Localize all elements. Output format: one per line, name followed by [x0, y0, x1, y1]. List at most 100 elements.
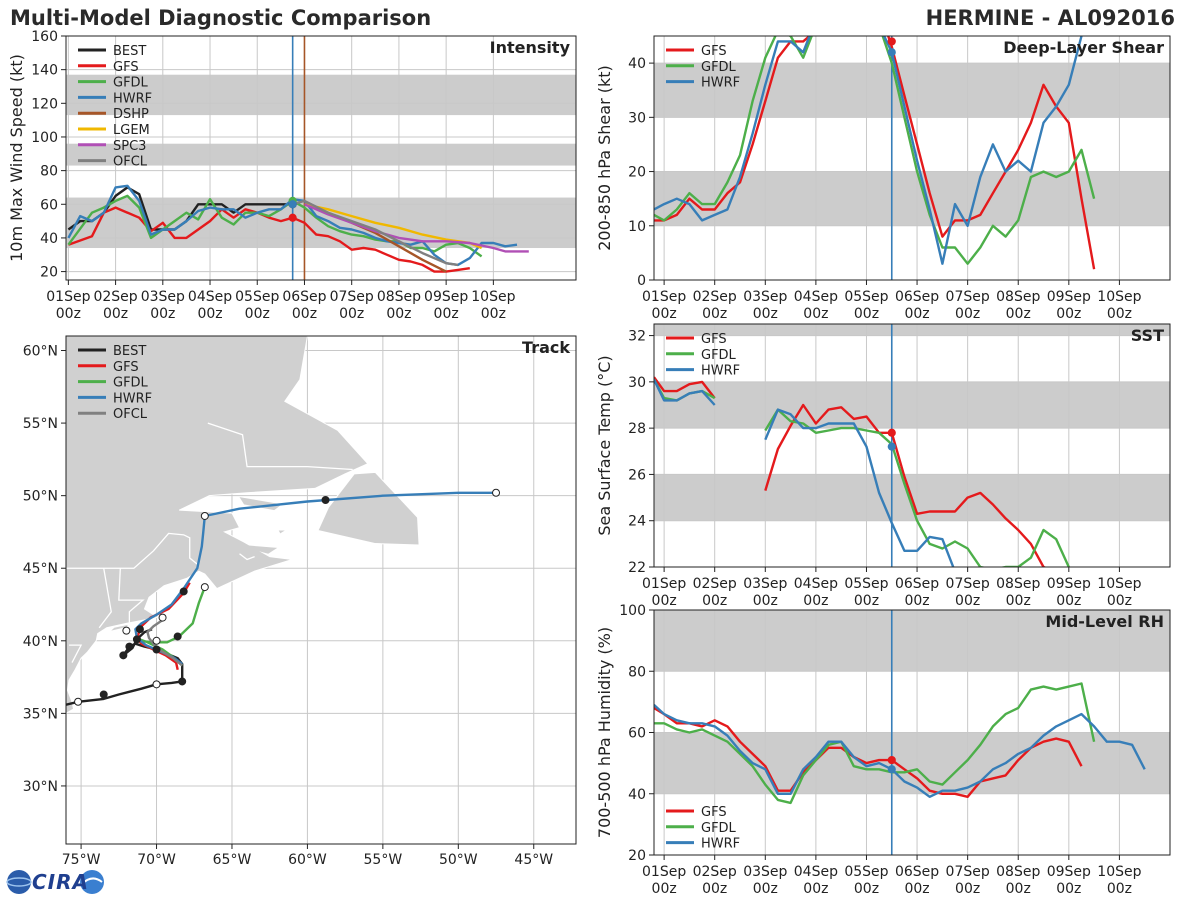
ytick-label: 80	[628, 664, 646, 680]
series-line-ofcl	[292, 199, 459, 267]
border-line	[69, 644, 83, 663]
xtick-label: 00z	[702, 593, 727, 609]
xtick-label: 00z	[339, 306, 364, 322]
ytick-label: 40°N	[23, 634, 58, 650]
band	[654, 381, 1170, 429]
legend-label-dshp: DSHP	[113, 107, 149, 122]
xtick-label: 00z	[1006, 593, 1031, 609]
ytick-label: 24	[628, 514, 646, 530]
marker-hwrf	[887, 442, 896, 451]
marker-best	[74, 697, 83, 706]
xtick-label: 02Sep	[693, 289, 737, 305]
xtick-label: 04Sep	[794, 576, 838, 592]
series-line-hwrf	[764, 408, 955, 567]
marker-best	[179, 587, 188, 596]
ytick-label: 40	[40, 231, 58, 247]
logo-text: CIRA	[32, 870, 89, 894]
xtick-label: 75°W	[62, 852, 101, 868]
legend-label-spc3: SPC3	[113, 139, 146, 154]
ytick-label: 160	[31, 29, 58, 45]
legend-label-gfs: GFS	[701, 805, 727, 820]
plot-area	[654, 324, 1170, 567]
figure-title: Multi-Model Diagnostic Comparison	[10, 6, 432, 30]
marker-best	[119, 651, 128, 660]
xtick-label: 00z	[854, 593, 879, 609]
legend-label-hwrf: HWRF	[701, 837, 740, 852]
band	[654, 610, 1170, 672]
xtick-label: 55°W	[364, 852, 403, 868]
xtick-label: 00z	[1107, 306, 1132, 322]
series-line-gfs	[654, 706, 1083, 798]
marker-best	[173, 632, 182, 641]
legend-label-ofcl: OFCL	[113, 155, 148, 170]
xtick-label: 00z	[803, 593, 828, 609]
marker-gfs	[288, 213, 297, 222]
xtick-label: 08Sep	[996, 576, 1040, 592]
xtick-label: 08Sep	[996, 289, 1040, 305]
panel-title: Mid-Level RH	[1045, 612, 1164, 631]
xtick-label: 00z	[803, 881, 828, 897]
ytick-label: 28	[628, 421, 646, 437]
xtick-label: 00z	[854, 881, 879, 897]
anticosti	[239, 497, 282, 511]
band	[66, 197, 576, 249]
xtick-label: 06Sep	[895, 576, 939, 592]
series-line-gfdl	[654, 682, 1096, 805]
ytick-label: 35°N	[23, 706, 58, 722]
marker-hwrf	[200, 511, 209, 520]
xtick-label: 09Sep	[424, 289, 468, 305]
series-line-hwrf	[654, 378, 716, 406]
xtick-label: 00z	[904, 306, 929, 322]
storm-title: HERMINE - AL092016	[925, 6, 1175, 30]
xtick-label: 65°W	[213, 852, 252, 868]
xtick-label: 00z	[702, 306, 727, 322]
ytick-label: 50°N	[23, 489, 58, 505]
xtick-label: 00z	[56, 306, 81, 322]
ytick-label: 100	[31, 130, 58, 146]
series-line-gfdl	[654, 36, 1096, 265]
xtick-label: 03Sep	[743, 576, 787, 592]
legend-label-ofcl: OFCL	[113, 407, 148, 422]
xtick-label: 02Sep	[693, 864, 737, 880]
legend-label-gfdl: GFDL	[701, 348, 737, 363]
series-line-spc3	[304, 203, 529, 253]
series-line-ofcl	[146, 618, 183, 667]
ytick-label: 45°N	[23, 561, 58, 577]
xtick-label: 10Sep	[1097, 576, 1141, 592]
marker-gfs	[887, 428, 896, 437]
marker-hwrf	[887, 765, 896, 774]
xtick-label: 08Sep	[996, 864, 1040, 880]
xtick-label: 00z	[1056, 306, 1081, 322]
xtick-label: 00z	[753, 306, 778, 322]
legend-label-gfs: GFS	[701, 332, 727, 347]
xtick-label: 50°W	[439, 852, 478, 868]
legend-label-gfdl: GFDL	[113, 376, 149, 391]
panel-title: Deep-Layer Shear	[1003, 38, 1164, 57]
ytick-label: 20	[628, 848, 646, 864]
xtick-label: 00z	[955, 306, 980, 322]
series-line-gfs	[654, 376, 716, 399]
marker-gfdl	[200, 583, 209, 592]
xtick-label: 07Sep	[946, 289, 990, 305]
xtick-label: 00z	[103, 306, 128, 322]
xtick-label: 06Sep	[282, 289, 326, 305]
plot-area	[654, 610, 1170, 855]
panel-title: SST	[1131, 326, 1164, 345]
marker-best	[132, 635, 141, 644]
series-line-hwrf	[654, 36, 1084, 265]
series-line-hwrf	[654, 704, 1146, 798]
xtick-label: 09Sep	[1047, 289, 1091, 305]
series-line-gfs	[67, 206, 470, 273]
xtick-label: 00z	[1006, 881, 1031, 897]
border-line	[118, 568, 145, 624]
y-axis-label: 10m Max Wind Speed (kt)	[7, 54, 26, 262]
marker-best	[178, 677, 187, 686]
xtick-label: 09Sep	[1047, 864, 1091, 880]
pei	[242, 545, 278, 554]
marker-best	[152, 636, 161, 645]
xtick-label: 00z	[702, 881, 727, 897]
legend-label-gfdl: GFDL	[701, 821, 737, 836]
legend-label-hwrf: HWRF	[113, 391, 152, 406]
